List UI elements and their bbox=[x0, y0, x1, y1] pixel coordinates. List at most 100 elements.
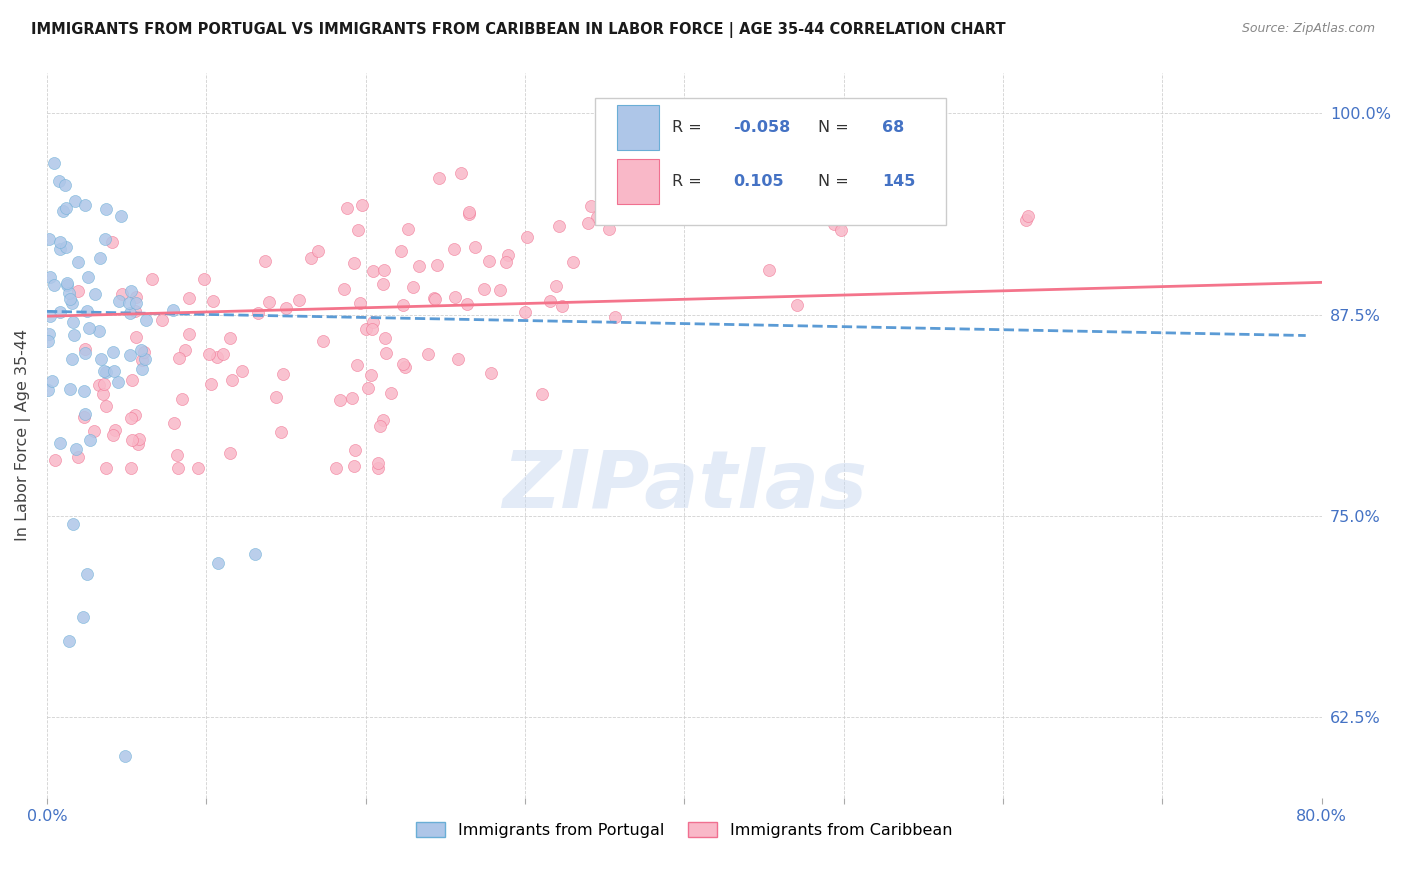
Point bbox=[270, 425, 292, 440]
Point bbox=[167, 351, 190, 365]
Text: 0.105: 0.105 bbox=[733, 174, 783, 189]
Point bbox=[38, 309, 60, 323]
Point bbox=[103, 364, 125, 378]
Point bbox=[472, 282, 495, 296]
Point bbox=[79, 433, 101, 447]
Point bbox=[55, 178, 77, 192]
Point bbox=[108, 294, 131, 309]
Point bbox=[55, 202, 77, 216]
Point bbox=[396, 221, 419, 235]
Point bbox=[586, 210, 609, 224]
Point bbox=[87, 378, 110, 392]
Point bbox=[576, 216, 599, 230]
Point bbox=[125, 330, 148, 344]
Point bbox=[600, 169, 623, 184]
Point bbox=[89, 252, 111, 266]
Point bbox=[76, 567, 98, 582]
Point bbox=[374, 331, 396, 345]
Point bbox=[786, 298, 808, 312]
Point bbox=[346, 358, 368, 372]
Text: N =: N = bbox=[818, 120, 849, 135]
Point bbox=[38, 326, 60, 341]
Point bbox=[125, 290, 148, 304]
Point bbox=[218, 446, 240, 460]
Point bbox=[347, 223, 370, 237]
Point bbox=[58, 286, 80, 301]
Point bbox=[44, 453, 66, 467]
Point bbox=[363, 264, 385, 278]
Point bbox=[170, 392, 193, 406]
Point bbox=[312, 334, 335, 349]
Point bbox=[93, 376, 115, 391]
Point bbox=[375, 346, 398, 360]
Point bbox=[605, 310, 627, 324]
Point bbox=[678, 167, 700, 181]
Point bbox=[823, 217, 845, 231]
Text: ZIPatlas: ZIPatlas bbox=[502, 447, 868, 525]
Point bbox=[76, 303, 98, 318]
Point bbox=[94, 460, 117, 475]
Point bbox=[479, 366, 502, 380]
Point bbox=[67, 255, 90, 269]
Point bbox=[343, 458, 366, 473]
Point bbox=[90, 351, 112, 366]
Point bbox=[118, 306, 141, 320]
Point bbox=[89, 324, 111, 338]
Point bbox=[426, 258, 449, 272]
Point bbox=[361, 321, 384, 335]
Point bbox=[783, 124, 806, 138]
Point bbox=[416, 347, 439, 361]
Point bbox=[128, 432, 150, 446]
Point bbox=[65, 194, 87, 208]
Point bbox=[187, 460, 209, 475]
Point bbox=[107, 376, 129, 390]
Point bbox=[367, 456, 389, 470]
Point bbox=[392, 298, 415, 312]
Point bbox=[333, 282, 356, 296]
Point bbox=[1014, 212, 1036, 227]
Point bbox=[49, 235, 72, 249]
Point bbox=[198, 346, 221, 360]
Point bbox=[243, 547, 266, 561]
Point bbox=[444, 290, 467, 304]
Point bbox=[266, 390, 288, 404]
Point bbox=[111, 287, 134, 301]
Point bbox=[166, 449, 188, 463]
Point bbox=[340, 391, 363, 405]
Point bbox=[408, 260, 430, 274]
Point bbox=[93, 232, 115, 246]
Point bbox=[62, 517, 84, 532]
Point bbox=[361, 315, 384, 329]
Point bbox=[42, 277, 65, 292]
Point bbox=[394, 359, 416, 374]
Point bbox=[120, 411, 142, 425]
Point bbox=[758, 262, 780, 277]
Point bbox=[581, 199, 603, 213]
Point bbox=[141, 272, 163, 286]
Point bbox=[456, 296, 478, 310]
Point bbox=[205, 350, 228, 364]
Point bbox=[125, 295, 148, 310]
Point bbox=[516, 230, 538, 244]
Point bbox=[478, 254, 501, 268]
Point bbox=[464, 240, 486, 254]
Point bbox=[101, 235, 124, 250]
Point bbox=[73, 410, 96, 425]
Point bbox=[551, 299, 574, 313]
Point bbox=[392, 357, 415, 371]
Point bbox=[48, 174, 70, 188]
Point bbox=[427, 170, 450, 185]
Point bbox=[94, 202, 117, 216]
Point bbox=[49, 436, 72, 450]
Point bbox=[52, 204, 75, 219]
Point bbox=[124, 303, 146, 318]
Point bbox=[59, 292, 82, 306]
Point bbox=[135, 313, 157, 327]
Point bbox=[60, 351, 83, 366]
Point bbox=[447, 351, 470, 366]
Point bbox=[357, 380, 380, 394]
Point bbox=[59, 383, 82, 397]
Point bbox=[457, 207, 479, 221]
Point bbox=[495, 255, 517, 269]
Point bbox=[37, 334, 59, 349]
